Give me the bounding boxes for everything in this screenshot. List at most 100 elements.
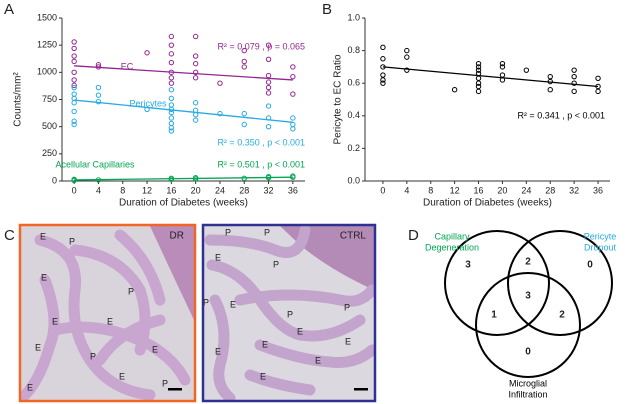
data-point bbox=[241, 58, 247, 65]
cell-label: P bbox=[225, 227, 231, 237]
data-point bbox=[168, 120, 175, 127]
data-point bbox=[475, 64, 482, 70]
x-tick-label: 28 bbox=[239, 185, 249, 195]
data-point bbox=[290, 91, 296, 97]
x-tick-label: 0 bbox=[72, 185, 77, 195]
data-point bbox=[475, 75, 482, 82]
data-point bbox=[217, 80, 223, 86]
y-tick-label: 500 bbox=[42, 121, 57, 131]
series-label: Acellular Capillaries bbox=[55, 159, 135, 169]
data-point bbox=[71, 108, 77, 115]
data-point bbox=[192, 33, 199, 40]
data-point bbox=[404, 67, 410, 73]
data-point bbox=[547, 73, 553, 80]
y-tick-label: 0.2 bbox=[347, 143, 360, 153]
cell-label: E bbox=[107, 316, 113, 326]
cell-label: E bbox=[215, 346, 221, 356]
y-tick-label: 0.0 bbox=[347, 175, 360, 185]
cell-label: E bbox=[230, 299, 236, 309]
cell-label: E bbox=[35, 342, 41, 352]
cell-label: E bbox=[297, 326, 303, 336]
cell-label: E bbox=[260, 371, 266, 381]
data-point bbox=[265, 103, 272, 109]
micrograph-dr bbox=[21, 226, 194, 400]
data-point bbox=[499, 72, 506, 78]
x-tick-label: 32 bbox=[264, 185, 274, 195]
data-point bbox=[595, 75, 601, 82]
data-point bbox=[241, 110, 247, 117]
venn-count: 0 bbox=[525, 347, 531, 358]
cell-label: P bbox=[203, 297, 209, 307]
data-point bbox=[71, 39, 77, 45]
x-tick-label: 20 bbox=[191, 185, 201, 195]
x-tick-label: 36 bbox=[288, 185, 298, 195]
data-point bbox=[168, 87, 175, 93]
stat-annotation: R² = 0.341 , p < 0.001 bbox=[517, 110, 605, 120]
data-point bbox=[571, 67, 577, 73]
x-axis-label: Duration of Diabetes (weeks) bbox=[423, 198, 552, 209]
y-tick-label: 0 bbox=[52, 175, 57, 185]
data-point bbox=[265, 173, 272, 180]
micrograph-ctrl bbox=[204, 226, 374, 400]
cell-label: E bbox=[152, 344, 158, 354]
data-point bbox=[168, 125, 175, 131]
micrograph-frame bbox=[201, 223, 377, 403]
data-point bbox=[523, 67, 530, 73]
data-point bbox=[290, 115, 296, 121]
x-tick-label: 24 bbox=[521, 185, 531, 195]
data-point bbox=[71, 53, 77, 59]
data-point bbox=[290, 173, 296, 179]
cell-label: E bbox=[52, 316, 58, 326]
venn-set-label: Microglial bbox=[509, 378, 547, 388]
data-point bbox=[71, 58, 77, 65]
data-point bbox=[168, 115, 175, 121]
cell-label: P bbox=[344, 302, 350, 312]
x-tick-label: 32 bbox=[569, 185, 579, 195]
y-tick-label: 0.8 bbox=[347, 45, 360, 55]
data-point bbox=[265, 90, 272, 96]
data-point bbox=[241, 47, 247, 54]
venn-count: 2 bbox=[559, 310, 565, 321]
series-label: EC bbox=[121, 61, 134, 71]
data-point bbox=[571, 88, 577, 95]
data-point bbox=[168, 33, 175, 40]
data-point bbox=[404, 54, 410, 60]
y-tick-label: 1.0 bbox=[347, 12, 360, 22]
cell-label: E bbox=[41, 272, 47, 282]
x-tick-label: 4 bbox=[96, 185, 101, 195]
data-point bbox=[71, 100, 77, 106]
data-point bbox=[290, 64, 296, 70]
venn-set-label: Degeneration bbox=[425, 242, 479, 252]
data-point bbox=[71, 91, 77, 97]
y-tick-label: 1250 bbox=[37, 40, 57, 50]
venn-set-label: Dropout bbox=[584, 242, 617, 252]
cell-label: E bbox=[40, 231, 46, 241]
data-point bbox=[168, 59, 175, 66]
data-point bbox=[265, 84, 272, 91]
data-point bbox=[168, 80, 175, 86]
data-point bbox=[168, 75, 175, 81]
y-tick-label: 750 bbox=[42, 94, 57, 104]
x-tick-label: 36 bbox=[593, 185, 603, 195]
data-point bbox=[595, 88, 601, 95]
stat-annotation: R² = 0.079 , p = 0.065 bbox=[217, 41, 305, 51]
cell-label: E bbox=[215, 252, 221, 262]
data-point bbox=[71, 121, 77, 128]
data-point bbox=[290, 73, 296, 80]
y-axis-label: Pericyte to EC Ratio bbox=[333, 54, 344, 144]
data-point bbox=[475, 67, 482, 73]
data-point bbox=[95, 84, 102, 91]
data-point bbox=[404, 47, 410, 54]
cell-label: P bbox=[273, 259, 279, 269]
x-tick-label: 0 bbox=[380, 185, 385, 195]
x-tick-label: 12 bbox=[450, 185, 460, 195]
panel-letter: B bbox=[322, 1, 332, 18]
panel-letter: A bbox=[4, 1, 14, 18]
data-point bbox=[475, 60, 482, 67]
y-tick-label: 0.6 bbox=[347, 78, 360, 88]
data-point bbox=[168, 95, 175, 102]
data-point bbox=[217, 110, 223, 117]
data-point bbox=[95, 92, 102, 98]
x-tick-label: 12 bbox=[142, 185, 152, 195]
x-axis-label: Duration of Diabetes (weeks) bbox=[119, 198, 248, 209]
